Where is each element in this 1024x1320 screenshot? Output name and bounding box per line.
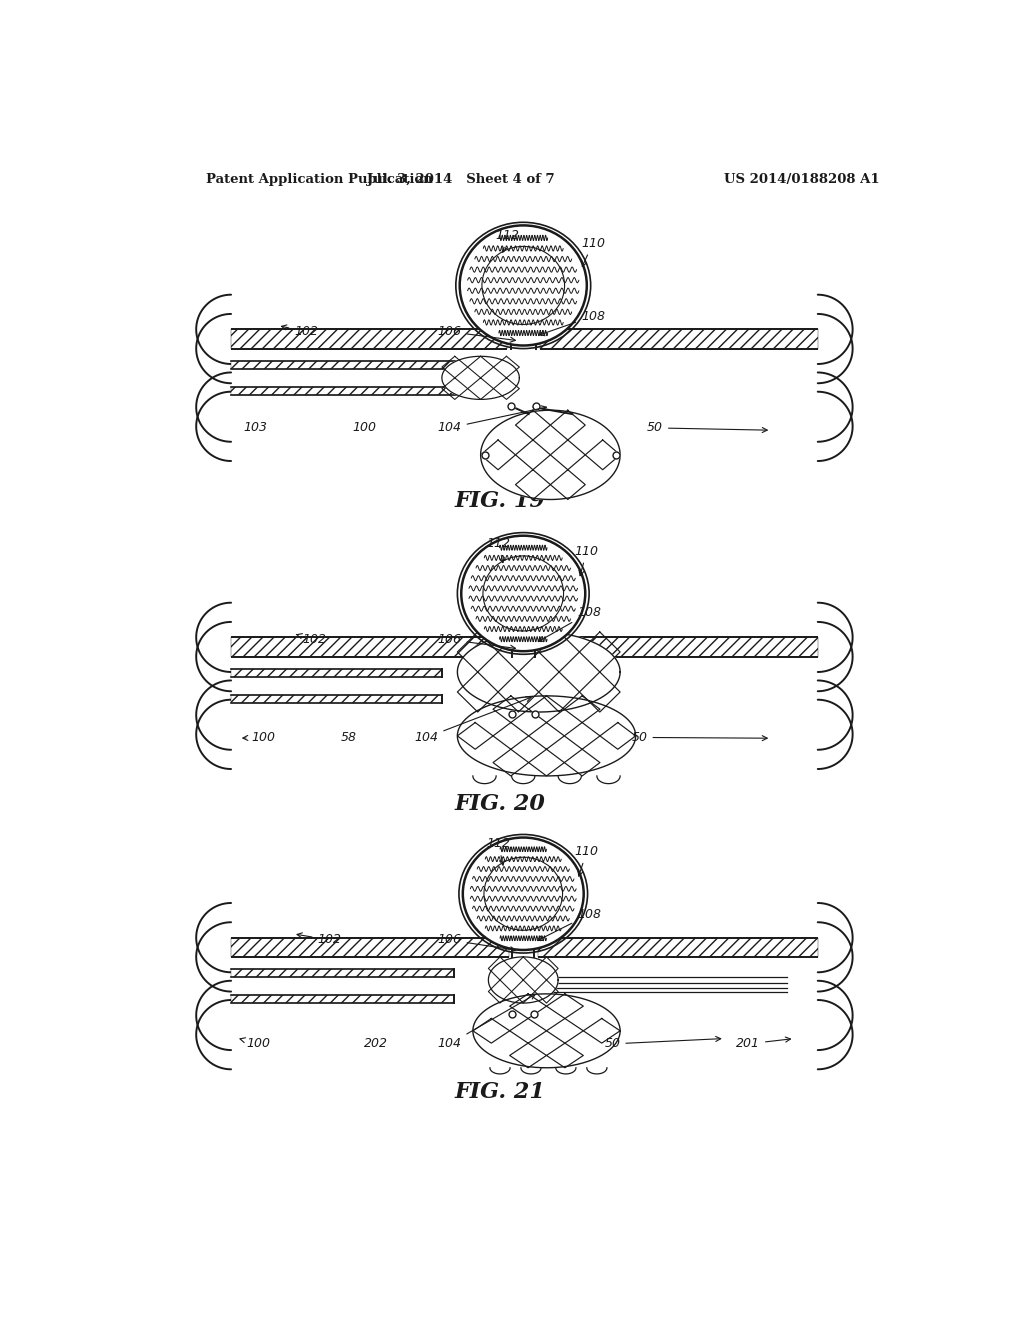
Text: FIG. 19: FIG. 19	[455, 490, 546, 512]
Text: 106: 106	[437, 933, 515, 952]
Bar	[539, 638, 818, 656]
Ellipse shape	[463, 838, 584, 950]
Text: 100: 100	[352, 421, 377, 434]
Text: 112: 112	[486, 537, 510, 562]
Text: 112: 112	[486, 837, 510, 865]
Text: Patent Application Publication: Patent Application Publication	[206, 173, 432, 186]
Bar	[231, 330, 507, 348]
Polygon shape	[458, 696, 636, 776]
Polygon shape	[488, 957, 558, 1003]
Text: Jul. 3, 2014   Sheet 4 of 7: Jul. 3, 2014 Sheet 4 of 7	[368, 173, 555, 186]
Text: 50: 50	[647, 421, 767, 434]
Text: FIG. 20: FIG. 20	[455, 792, 546, 814]
Text: 110: 110	[574, 545, 599, 576]
Bar	[538, 937, 818, 957]
Text: 102: 102	[297, 933, 341, 946]
Text: 112: 112	[496, 228, 520, 252]
Text: 100: 100	[243, 731, 275, 744]
Text: 106: 106	[437, 634, 515, 651]
Text: 110: 110	[574, 845, 599, 876]
Polygon shape	[442, 356, 519, 400]
Bar	[231, 969, 454, 977]
Bar	[231, 387, 458, 395]
Text: 104: 104	[437, 405, 547, 434]
Polygon shape	[480, 411, 621, 499]
Text: 106: 106	[437, 325, 515, 342]
Text: 202: 202	[364, 1038, 388, 1051]
Text: 108: 108	[540, 310, 605, 335]
Bar	[540, 330, 818, 348]
Text: 102: 102	[296, 634, 326, 647]
Text: 58: 58	[341, 731, 357, 744]
Text: US 2014/0188208 A1: US 2014/0188208 A1	[724, 173, 880, 186]
Bar	[231, 638, 508, 656]
Text: 108: 108	[538, 908, 601, 940]
Text: 50: 50	[632, 731, 767, 744]
Text: 104: 104	[437, 994, 536, 1051]
Bar	[231, 669, 442, 677]
Bar	[231, 360, 458, 368]
Text: 104: 104	[415, 697, 531, 744]
Text: 108: 108	[539, 606, 601, 642]
Text: 110: 110	[581, 236, 605, 267]
Polygon shape	[473, 994, 621, 1068]
Text: 100: 100	[240, 1038, 270, 1051]
Bar	[231, 937, 509, 957]
Ellipse shape	[460, 226, 587, 346]
Text: 102: 102	[282, 325, 318, 338]
Bar	[231, 696, 442, 702]
Polygon shape	[458, 632, 621, 711]
Text: 50: 50	[604, 1036, 721, 1051]
Text: 201: 201	[736, 1038, 791, 1051]
Text: FIG. 21: FIG. 21	[455, 1081, 546, 1102]
Bar	[231, 995, 454, 1003]
Text: 103: 103	[244, 421, 268, 434]
Ellipse shape	[461, 536, 586, 651]
